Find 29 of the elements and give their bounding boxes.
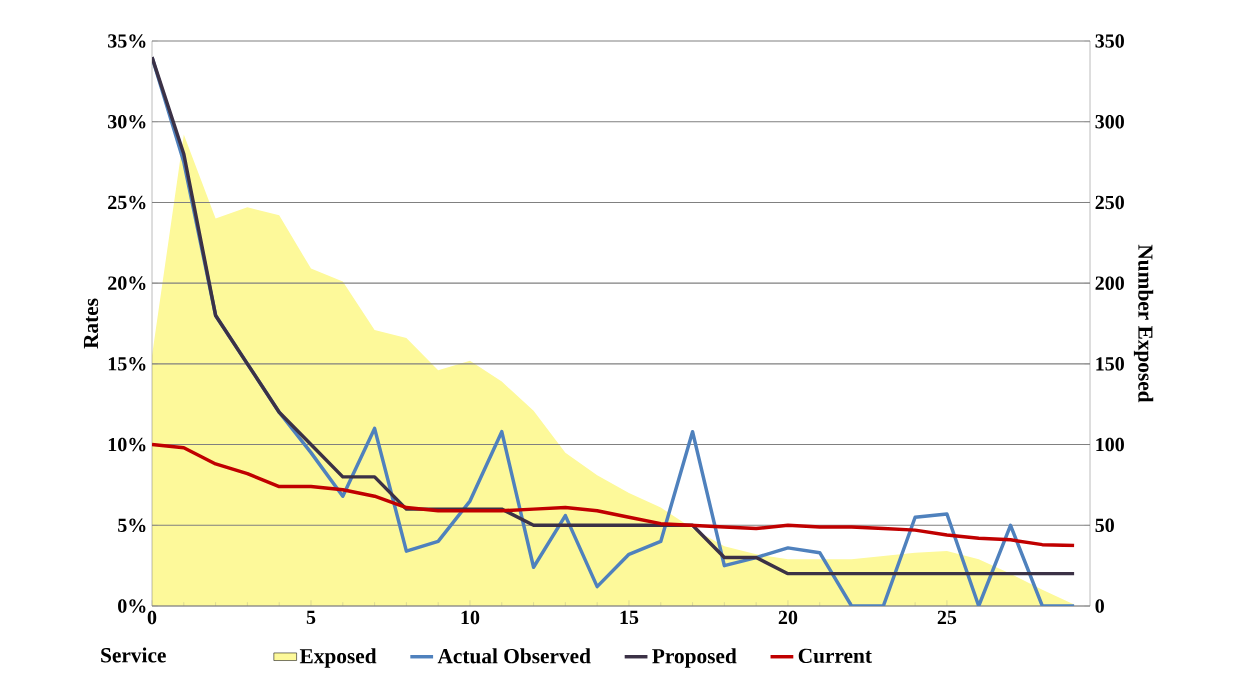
x-tick-label: 20 <box>778 610 798 625</box>
y-axis-title: Rates <box>83 298 99 349</box>
y2-tick-label: 200 <box>1095 276 1124 290</box>
y-tick-label: 5% <box>118 518 146 533</box>
legend-label: Proposed <box>652 648 737 668</box>
legend-label: Actual Observed <box>437 648 591 664</box>
x-tick-label: 5 <box>306 610 316 624</box>
x-tick-label: 0 <box>147 610 157 625</box>
y-tick-label: 25% <box>108 195 146 210</box>
x-tick-label: 25 <box>937 610 957 625</box>
y2-axis-title: Number Exposed <box>1133 244 1154 403</box>
y2-tick-label: 250 <box>1095 195 1124 210</box>
y-tick-label: 35% <box>108 34 146 48</box>
y-tick-label: 0% <box>118 599 146 613</box>
y2-tick-label: 0 <box>1095 599 1104 613</box>
y2-tick-label: 50 <box>1095 518 1114 533</box>
x-tick-label: 10 <box>461 610 480 625</box>
y2-tick-label: 300 <box>1095 114 1124 129</box>
legend-label: Current <box>798 648 872 664</box>
legend-label: Exposed <box>299 648 377 668</box>
y2-tick-label: 100 <box>1096 437 1124 452</box>
y-tick-label: 20% <box>108 276 146 290</box>
y2-tick-label: 150 <box>1096 357 1124 371</box>
y-tick-label: 10% <box>108 437 146 452</box>
y2-tick-label: 350 <box>1095 34 1124 48</box>
x-axis-title: Service <box>101 647 166 663</box>
y-tick-label: 30% <box>108 114 146 129</box>
x-tick-label: 15 <box>620 610 639 625</box>
y-tick-label: 15% <box>108 357 146 371</box>
